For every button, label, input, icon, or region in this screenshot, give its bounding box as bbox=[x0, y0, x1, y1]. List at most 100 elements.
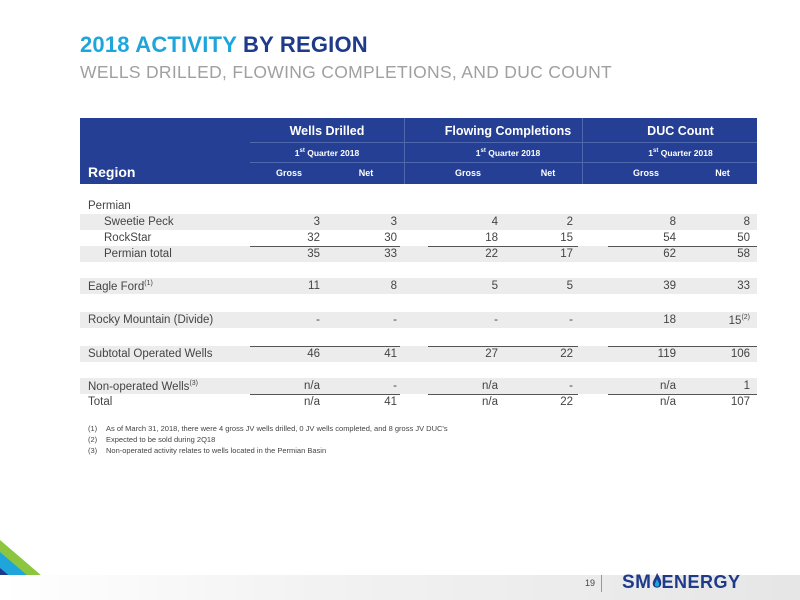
cell: 4 bbox=[491, 216, 498, 228]
group-flowing-completions: Flowing Completions bbox=[444, 124, 572, 138]
sum-rule bbox=[250, 346, 400, 347]
cell: - bbox=[569, 314, 573, 326]
quarter-label: 1st Quarter 2018 bbox=[648, 148, 713, 158]
cell: n/a bbox=[482, 396, 498, 408]
page-title: 2018 ACTIVITY BY REGION bbox=[80, 32, 368, 58]
row-label: Permian bbox=[88, 200, 131, 212]
table-row-total: Total n/a 41 n/a 22 n/a 107 bbox=[80, 394, 757, 410]
cell: 33 bbox=[384, 248, 397, 260]
row-label: Sweetie Peck bbox=[104, 216, 174, 228]
sub-header-gross: Gross bbox=[632, 168, 659, 178]
cell: 1 bbox=[743, 380, 750, 392]
cell: - bbox=[569, 380, 573, 392]
row-label: Total bbox=[88, 396, 113, 408]
table-row: RockStar 32 30 18 15 54 50 bbox=[80, 230, 757, 246]
activity-table: Wells Drilled Flowing Completions DUC Co… bbox=[80, 118, 757, 410]
header-divider bbox=[404, 118, 405, 184]
sub-header-gross: Gross bbox=[454, 168, 481, 178]
sum-rule bbox=[250, 246, 400, 247]
group-wells-drilled: Wells Drilled bbox=[289, 124, 365, 138]
row-label: Subtotal Operated Wells bbox=[88, 348, 213, 360]
page-number: 19 bbox=[585, 578, 596, 588]
cell: - bbox=[393, 380, 397, 392]
cell: 2 bbox=[566, 216, 573, 228]
cell: 3 bbox=[313, 216, 320, 228]
title-main: BY REGION bbox=[242, 32, 368, 57]
table-row-eagle-ford: Eagle Ford(1) 11 8 5 5 39 33 bbox=[80, 278, 757, 294]
table-row: Sweetie Peck 3 3 4 2 8 8 bbox=[80, 214, 757, 230]
cell: n/a bbox=[304, 396, 320, 408]
footnote: (1) As of March 31, 2018, there were 4 gr… bbox=[88, 424, 448, 433]
sum-rule bbox=[428, 346, 578, 347]
sub-header-gross: Gross bbox=[275, 168, 302, 178]
cell: 119 bbox=[657, 348, 676, 360]
footer-bar bbox=[0, 575, 800, 600]
table-row-permian: Permian bbox=[80, 198, 757, 214]
cell: 41 bbox=[384, 396, 397, 408]
table-row-subtotal: Subtotal Operated Wells 46 41 27 22 119 … bbox=[80, 346, 757, 362]
cell: 11 bbox=[308, 280, 320, 292]
sum-rule bbox=[608, 346, 757, 347]
header-rule bbox=[250, 142, 757, 143]
quarter-label: 1st Quarter 2018 bbox=[475, 148, 541, 158]
cell: 18 bbox=[485, 232, 498, 244]
cell: 22 bbox=[485, 248, 498, 260]
cell: 5 bbox=[491, 280, 498, 292]
region-header: Region bbox=[88, 164, 136, 180]
cell: 39 bbox=[663, 280, 676, 292]
cell: 107 bbox=[730, 396, 750, 408]
quarter-label: 1st Quarter 2018 bbox=[294, 148, 360, 158]
table-row-permian-total: Permian total 35 33 22 17 62 58 bbox=[80, 246, 757, 262]
sub-header-net: Net bbox=[358, 168, 374, 178]
cell: n/a bbox=[304, 380, 320, 392]
sub-header-net: Net bbox=[715, 168, 730, 178]
title-accent: 2018 ACTIVITY bbox=[80, 32, 237, 57]
cell: 58 bbox=[737, 248, 750, 260]
cell: 41 bbox=[384, 348, 397, 360]
row-label: Permian total bbox=[104, 248, 172, 260]
cell: 8 bbox=[743, 216, 750, 228]
footnote: (2) Expected to be sold during 2Q18 bbox=[88, 435, 216, 444]
cell: 33 bbox=[737, 280, 750, 292]
footnotes: (1) As of March 31, 2018, there were 4 gr… bbox=[88, 423, 448, 456]
cell: 54 bbox=[663, 232, 676, 244]
cell: 8 bbox=[390, 280, 397, 292]
cell: 27 bbox=[485, 348, 498, 360]
cell: 15(2) bbox=[728, 314, 750, 327]
cell: 46 bbox=[307, 348, 320, 360]
row-label: Eagle Ford(1) bbox=[88, 280, 153, 293]
cell: 3 bbox=[390, 216, 397, 228]
flame-icon bbox=[652, 573, 661, 588]
cell: 18 bbox=[663, 314, 676, 326]
cell: 50 bbox=[737, 232, 750, 244]
sub-header-net: Net bbox=[540, 168, 556, 178]
cell: - bbox=[494, 314, 498, 326]
sum-rule bbox=[250, 394, 400, 395]
cell: 32 bbox=[307, 232, 320, 244]
cell: 62 bbox=[663, 248, 676, 260]
row-label: RockStar bbox=[104, 232, 152, 244]
table-row-non-operated: Non-operated Wells(3) n/a - n/a - n/a 1 bbox=[80, 378, 757, 394]
sum-rule bbox=[428, 394, 578, 395]
cell: n/a bbox=[660, 380, 676, 392]
cell: 22 bbox=[560, 348, 573, 360]
header-rule bbox=[250, 162, 757, 163]
cell: n/a bbox=[660, 396, 676, 408]
cell: 15 bbox=[560, 232, 573, 244]
footnote: (3) Non-operated activity relates to well… bbox=[88, 446, 327, 455]
cell: 5 bbox=[566, 280, 573, 292]
company-logo: SM ENERGY bbox=[622, 572, 741, 593]
header-divider bbox=[582, 118, 583, 184]
page-subtitle: WELLS DRILLED, FLOWING COMPLETIONS, AND … bbox=[80, 62, 612, 82]
cell: 35 bbox=[307, 248, 320, 260]
group-duc-count: DUC Count bbox=[647, 124, 714, 138]
cell: - bbox=[393, 314, 397, 326]
cell: 8 bbox=[669, 216, 676, 228]
table-header: Wells Drilled Flowing Completions DUC Co… bbox=[80, 118, 757, 184]
table-row-rocky-mountain: Rocky Mountain (Divide) - - - - 18 15(2) bbox=[80, 312, 757, 328]
sum-rule bbox=[608, 394, 757, 395]
cell: - bbox=[316, 314, 320, 326]
cell: 106 bbox=[730, 348, 750, 360]
row-label: Non-operated Wells(3) bbox=[88, 380, 198, 393]
sum-rule bbox=[428, 246, 578, 247]
